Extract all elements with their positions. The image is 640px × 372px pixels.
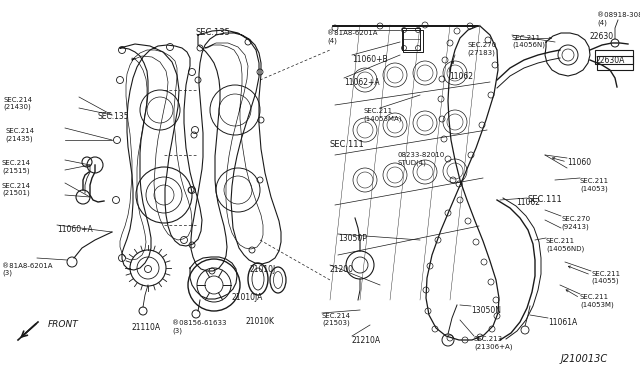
Text: 11061A: 11061A bbox=[548, 318, 577, 327]
Text: SEC.213
(21306+A): SEC.213 (21306+A) bbox=[474, 336, 513, 350]
Text: SEC.211
(14053): SEC.211 (14053) bbox=[580, 178, 609, 192]
Text: J210013C: J210013C bbox=[561, 354, 608, 364]
Text: SEC.211
(14056N): SEC.211 (14056N) bbox=[512, 35, 545, 48]
Text: SEC.211
(14056ND): SEC.211 (14056ND) bbox=[546, 238, 584, 251]
Text: 21210A: 21210A bbox=[352, 336, 381, 345]
Text: SEC.135: SEC.135 bbox=[97, 112, 129, 121]
Text: SEC.270
(92413): SEC.270 (92413) bbox=[561, 216, 590, 230]
Text: ®08156-61633
(3): ®08156-61633 (3) bbox=[172, 320, 227, 334]
Text: SEC.211
(14053M): SEC.211 (14053M) bbox=[580, 294, 614, 308]
Text: 22630A: 22630A bbox=[595, 56, 625, 65]
Bar bbox=[595, 50, 633, 64]
Text: 13050N: 13050N bbox=[471, 306, 501, 315]
Text: 11062+A: 11062+A bbox=[344, 78, 380, 87]
Text: SEC.111: SEC.111 bbox=[330, 140, 365, 149]
Text: SEC.270
(27183): SEC.270 (27183) bbox=[467, 42, 496, 55]
Text: 21010J: 21010J bbox=[250, 265, 276, 274]
Text: SEC.111: SEC.111 bbox=[527, 195, 562, 204]
Text: 08233-82010
STUD(4): 08233-82010 STUD(4) bbox=[398, 152, 445, 166]
Text: FRONT: FRONT bbox=[48, 320, 79, 329]
Text: 11060+B: 11060+B bbox=[352, 55, 388, 64]
Text: 11062: 11062 bbox=[516, 198, 540, 207]
Text: 21110A: 21110A bbox=[132, 323, 161, 332]
Text: 22630: 22630 bbox=[590, 32, 614, 41]
Text: SEC.214
(21501): SEC.214 (21501) bbox=[2, 183, 31, 196]
Text: 21010JA: 21010JA bbox=[232, 293, 264, 302]
Text: SEC.214
(21503): SEC.214 (21503) bbox=[322, 313, 351, 327]
Text: SEC.211
(14053MA): SEC.211 (14053MA) bbox=[363, 108, 401, 122]
Text: 11060+A: 11060+A bbox=[57, 225, 93, 234]
Text: ®81A8-6201A
(3): ®81A8-6201A (3) bbox=[2, 263, 52, 276]
Text: ®08918-3081A
(4): ®08918-3081A (4) bbox=[597, 12, 640, 26]
Text: SEC.214
(21515): SEC.214 (21515) bbox=[2, 160, 31, 173]
Text: 21200: 21200 bbox=[330, 265, 354, 274]
Text: 13050P: 13050P bbox=[338, 234, 367, 243]
Text: 11062: 11062 bbox=[449, 72, 473, 81]
Circle shape bbox=[87, 157, 103, 173]
Text: SEC.214
(21435): SEC.214 (21435) bbox=[5, 128, 34, 141]
Text: SEC.211
(14055): SEC.211 (14055) bbox=[591, 271, 620, 285]
Bar bbox=[597, 56, 633, 70]
Text: SEC.135: SEC.135 bbox=[195, 28, 230, 37]
Text: 11060: 11060 bbox=[567, 158, 591, 167]
Text: SEC.214
(21430): SEC.214 (21430) bbox=[3, 97, 32, 110]
Text: 21010K: 21010K bbox=[246, 317, 275, 326]
Text: ®81A8-6201A
(4): ®81A8-6201A (4) bbox=[327, 30, 378, 44]
